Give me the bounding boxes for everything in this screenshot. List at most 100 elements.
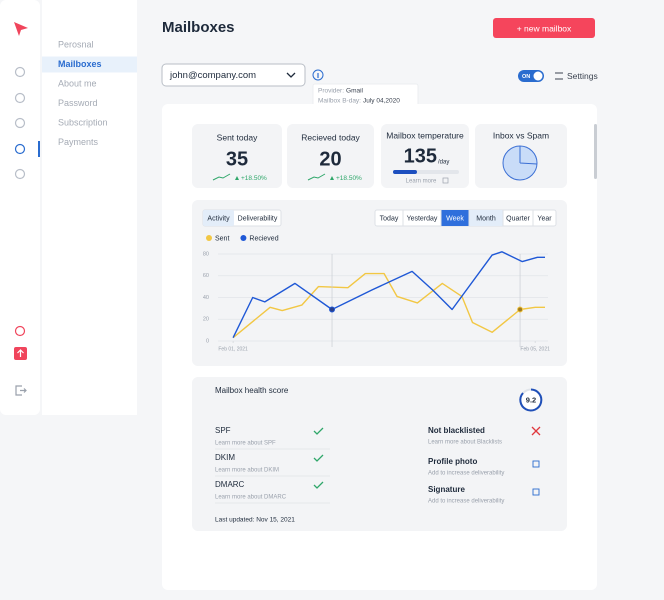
nav-item[interactable]: Password xyxy=(58,98,98,108)
health-score: 9.2 xyxy=(526,395,536,404)
settings-icon xyxy=(555,72,563,80)
period-active xyxy=(441,210,469,226)
legend-swatch xyxy=(206,235,212,241)
change-arrow xyxy=(235,176,239,180)
score-arc xyxy=(519,388,543,412)
line-series xyxy=(232,272,545,339)
y-tick-label: 40 xyxy=(203,295,209,301)
scrollbar xyxy=(594,124,597,179)
stat-label: Mailbox temperature xyxy=(386,130,464,140)
tooltip-label: Mailbox B-day: xyxy=(318,98,361,105)
logo xyxy=(14,22,28,36)
y-tick-label: 20 xyxy=(203,317,209,323)
new-mailbox-label[interactable]: + new mailbox xyxy=(517,23,572,33)
tooltip-value: July 04,2020 xyxy=(363,98,400,105)
stat-card xyxy=(192,124,282,188)
tab-active xyxy=(203,210,234,226)
y-tick-label: 0 xyxy=(206,338,209,344)
period-button[interactable]: Yesterday xyxy=(407,215,438,222)
line-series xyxy=(232,251,545,339)
active-indicator xyxy=(38,141,40,157)
hover-point xyxy=(329,306,336,313)
chart-tab[interactable]: Activity xyxy=(207,215,230,222)
mailbox-select-value[interactable]: john@company.com xyxy=(169,70,256,81)
nav-icon[interactable] xyxy=(14,92,26,104)
x-tick-label: Feb 05, 2021 xyxy=(520,346,550,352)
notification-icon[interactable] xyxy=(14,325,26,337)
hover-point xyxy=(517,306,524,313)
stat-value: 20 xyxy=(319,148,341,170)
stat-label: Inbox vs Spam xyxy=(493,130,549,140)
stat-unit: /day xyxy=(438,160,449,166)
health-title: Mailbox health score xyxy=(215,386,289,395)
health-link[interactable]: Learn more about SPF xyxy=(215,441,276,447)
period-button[interactable]: Week xyxy=(446,215,464,222)
temperature-fill xyxy=(393,170,417,174)
nav-item[interactable]: About me xyxy=(58,78,97,88)
page-title: Mailboxes xyxy=(162,19,235,36)
nav-item[interactable]: Subscription xyxy=(58,117,108,127)
stat-link[interactable]: Learn more xyxy=(406,179,437,185)
chart-tab[interactable]: Deliverability xyxy=(238,215,278,222)
upgrade-arrow xyxy=(17,349,24,357)
sparkline xyxy=(212,173,231,181)
fail-icon xyxy=(531,426,541,436)
last-updated: Last updated: Nov 15, 2021 xyxy=(215,517,295,524)
nav-item[interactable]: Payments xyxy=(58,137,99,147)
health-item: Signature xyxy=(428,485,465,494)
nav-item[interactable]: Perosnal xyxy=(58,39,94,49)
period-button[interactable]: Quarter xyxy=(506,215,530,222)
sparkline xyxy=(307,173,326,181)
legend-label: Recieved xyxy=(249,235,278,242)
settings-label[interactable]: Settings xyxy=(567,71,598,81)
health-link[interactable]: Learn more about Blacklists xyxy=(428,440,502,446)
legend-label: Sent xyxy=(215,235,229,242)
change-arrow xyxy=(330,176,334,180)
health-link[interactable]: Add to increase deliverability xyxy=(428,499,504,505)
icon-sidebar xyxy=(0,0,40,415)
x-tick-label: Feb 01, 2021 xyxy=(218,346,248,352)
stat-card xyxy=(287,124,374,188)
y-tick-label: 80 xyxy=(203,251,209,257)
toggle-knob xyxy=(533,71,543,81)
info-icon[interactable] xyxy=(312,69,324,81)
period-button[interactable]: Year xyxy=(537,215,552,222)
stat-value: 135 xyxy=(404,145,437,167)
period-hover xyxy=(469,210,503,226)
nav-active-bg xyxy=(42,56,137,73)
nav-item[interactable]: Mailboxes xyxy=(58,59,102,69)
action-icon[interactable] xyxy=(532,460,540,468)
health-link[interactable]: Learn more about DMARC xyxy=(215,495,287,501)
legend-swatch xyxy=(240,235,247,241)
health-item: SPF xyxy=(215,426,231,435)
nav-icon[interactable] xyxy=(14,143,26,155)
period-button[interactable]: Today xyxy=(380,215,399,222)
health-panel xyxy=(192,377,567,531)
mailbox-select[interactable] xyxy=(161,63,306,87)
new-mailbox-button[interactable] xyxy=(493,18,595,38)
tooltip-label: Provider: xyxy=(318,88,344,95)
toggle-label: ON xyxy=(522,74,530,80)
health-item: DMARC xyxy=(215,480,245,489)
stat-label: Sent today xyxy=(217,132,258,142)
nav-icon[interactable] xyxy=(14,117,26,129)
health-link[interactable]: Add to increase deliverability xyxy=(428,471,504,477)
stat-change: +18.50% xyxy=(336,175,362,182)
health-item: DKIM xyxy=(215,453,235,462)
health-item: Profile photo xyxy=(428,457,477,466)
nav-icon[interactable] xyxy=(14,66,26,78)
period-button[interactable]: Month xyxy=(476,215,496,222)
action-icon[interactable] xyxy=(532,488,540,496)
stat-value: 35 xyxy=(226,148,248,170)
pie-slice xyxy=(519,146,538,165)
logout-icon xyxy=(15,385,27,396)
stat-change: +18.50% xyxy=(241,175,267,182)
nav-icon[interactable] xyxy=(14,168,26,180)
check-icon xyxy=(313,481,324,489)
stat-label: Recieved today xyxy=(301,132,360,142)
y-tick-label: 60 xyxy=(203,273,209,279)
link-icon xyxy=(442,177,449,184)
health-link[interactable]: Learn more about DKIM xyxy=(215,468,279,474)
